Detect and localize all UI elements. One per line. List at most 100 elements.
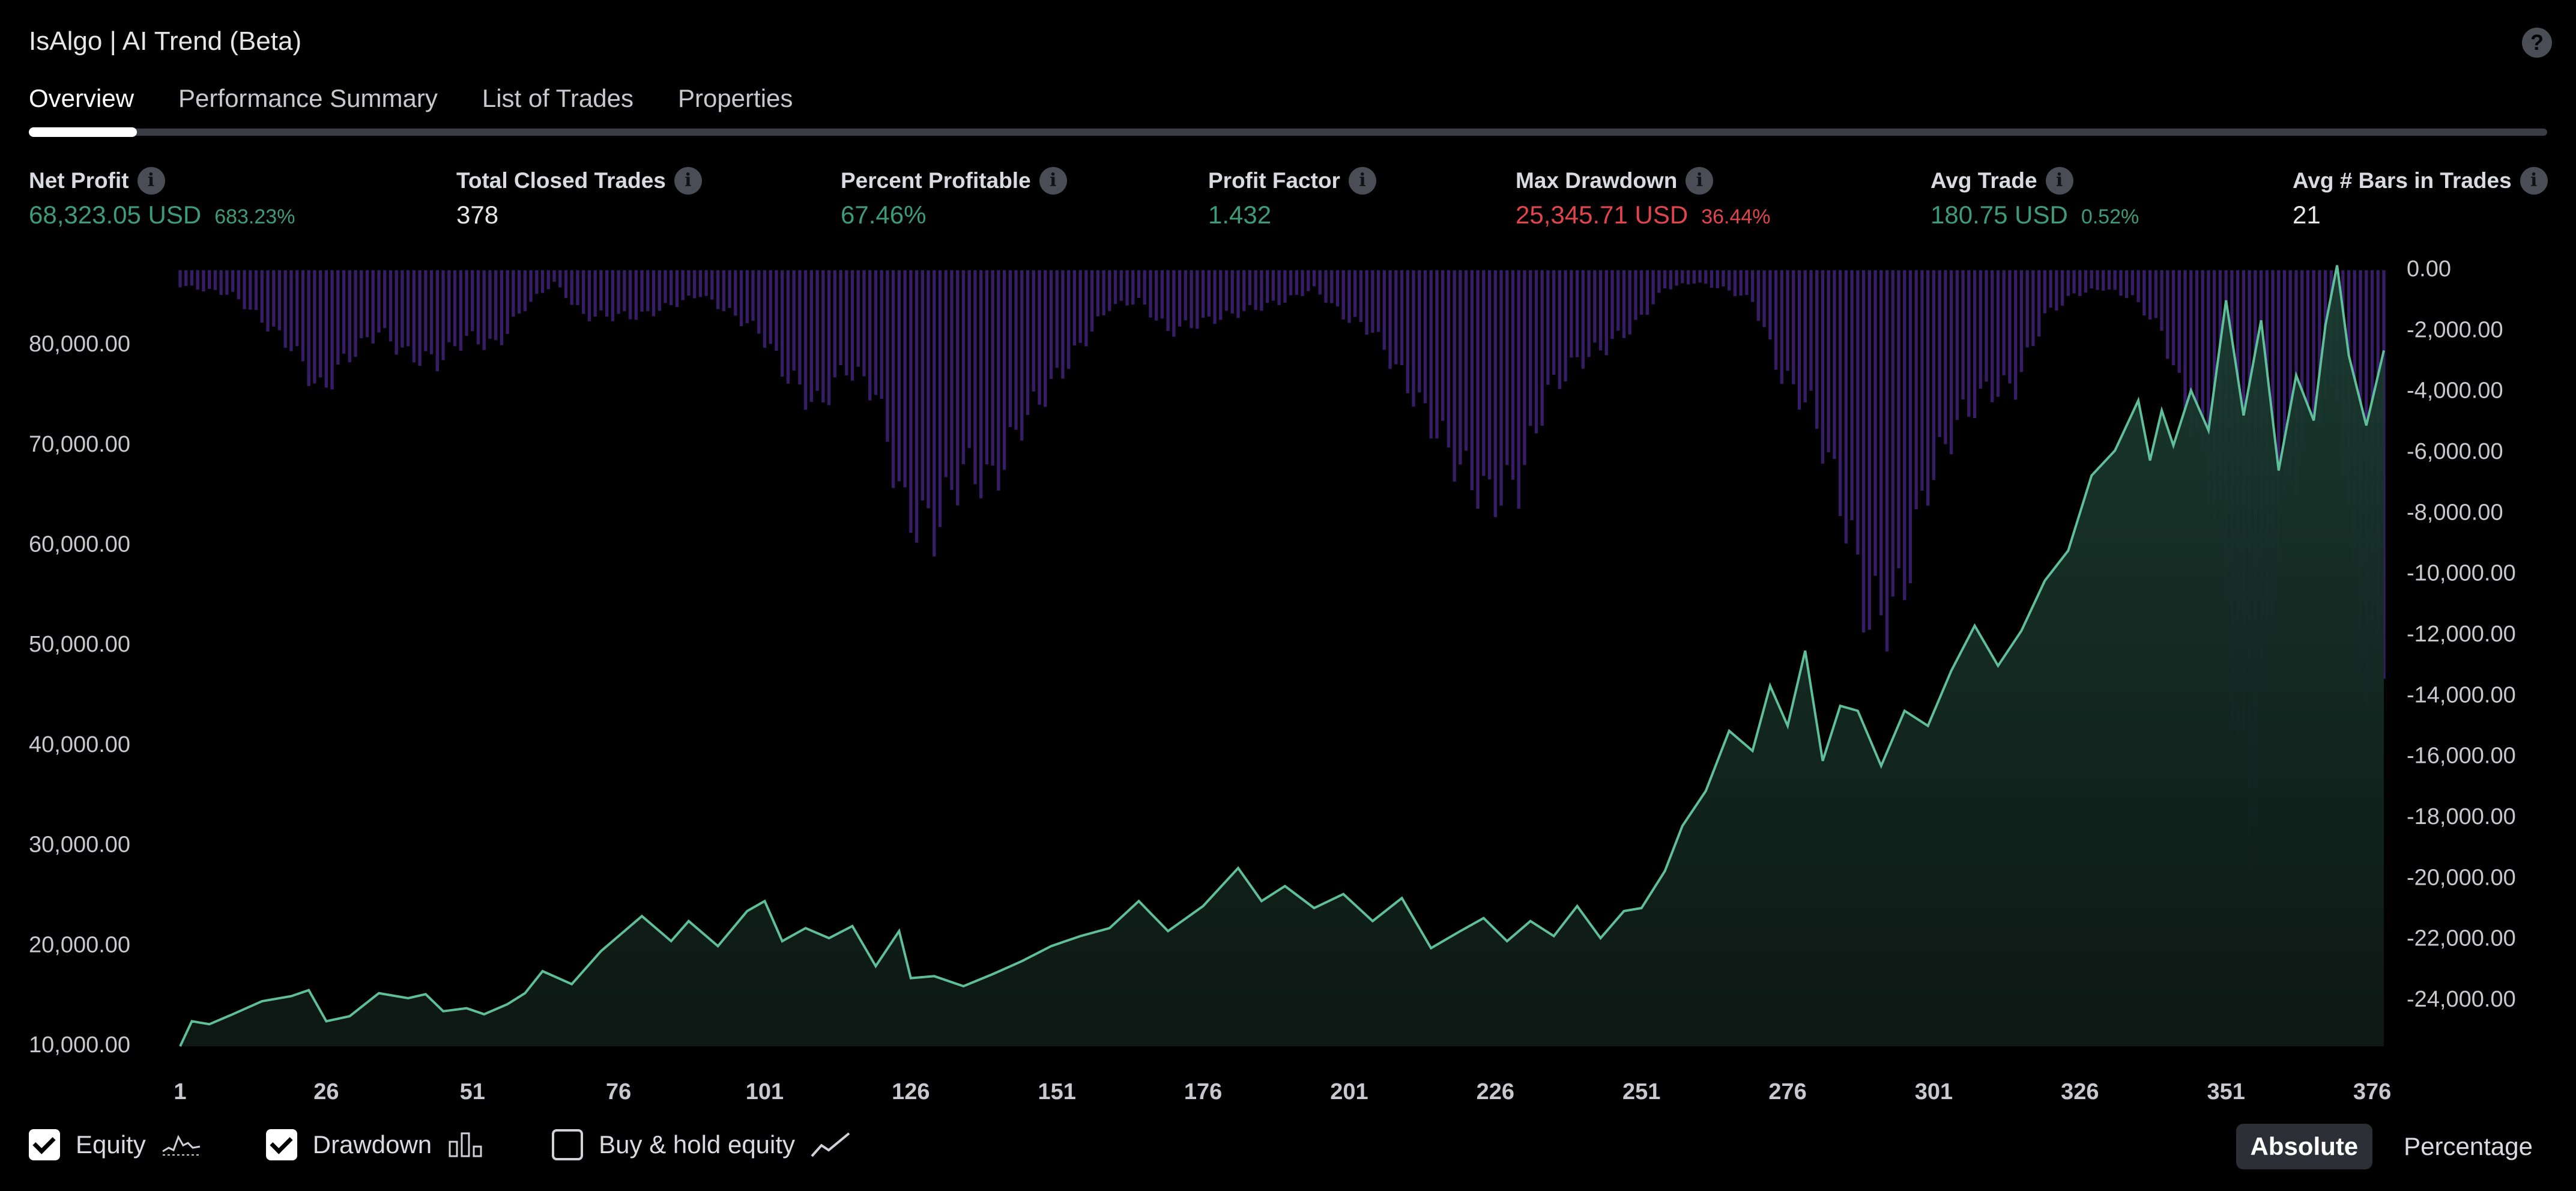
info-icon[interactable]: i — [674, 167, 702, 195]
drawdown-bar — [249, 270, 252, 310]
legend-label: Equity — [76, 1130, 146, 1159]
equity-drawdown-chart[interactable]: 80,000.00 70,000.00 60,000.00 50,000.00 40,0… — [0, 258, 2576, 1117]
drawdown-bar — [2142, 270, 2146, 316]
tick-label: 351 — [2207, 1079, 2245, 1105]
drawdown-bar — [611, 270, 615, 321]
drawdown-bar — [1295, 270, 1299, 295]
drawdown-bar — [2102, 270, 2105, 291]
tick-label: -2,000.00 — [2407, 317, 2503, 342]
drawdown-bar — [716, 270, 720, 309]
drawdown-bar — [1529, 270, 1532, 426]
drawdown-bar — [1873, 270, 1877, 576]
drawdown-bar — [482, 270, 486, 350]
drawdown-bar — [1985, 270, 1988, 382]
tab-overview[interactable]: Overview — [29, 84, 135, 112]
drawdown-bar — [1505, 270, 1509, 465]
drawdown-bar — [1155, 270, 1158, 321]
drawdown-bar — [938, 270, 942, 527]
info-icon[interactable]: i — [1348, 167, 1376, 195]
drawdown-bar — [184, 270, 188, 286]
drawdown-bar — [582, 270, 585, 314]
drawdown-bar — [1961, 270, 1965, 400]
drawdown-bar — [1552, 270, 1556, 375]
drawdown-bar — [1307, 270, 1310, 291]
drawdown-bar — [2090, 270, 2093, 289]
drawdown-bar — [728, 270, 731, 308]
drawdown-bar — [1131, 270, 1135, 305]
drawdown-bar — [1330, 270, 1334, 303]
drawdown-bar — [1277, 270, 1281, 306]
metric-percent-profitable: Percent Profitable i 67.46% — [841, 167, 1067, 229]
drawdown-bar — [1470, 270, 1474, 491]
drawdown-bar — [2130, 270, 2135, 295]
drawdown-bar — [944, 270, 948, 477]
legend-buy-hold[interactable]: Buy & hold equity — [552, 1129, 851, 1160]
info-icon[interactable]: i — [2045, 167, 2073, 195]
drawdown-bar — [2306, 270, 2310, 404]
tick-label: 0.00 — [2407, 258, 2451, 282]
right-axis: 0.00 -2,000.00 -4,000.00 -6,000.00 -8,000.00… — [2407, 258, 2516, 1012]
info-icon[interactable]: i — [2520, 167, 2548, 195]
tick-label: 226 — [1477, 1079, 1514, 1105]
equity-checkbox[interactable] — [29, 1129, 60, 1160]
drawdown-bar — [1184, 270, 1188, 321]
drawdown-bar — [365, 270, 369, 338]
info-icon[interactable]: i — [137, 167, 165, 195]
tab-list-of-trades[interactable]: List of Trades — [482, 84, 633, 112]
drawdown-bar — [915, 270, 919, 543]
legend-drawdown[interactable]: Drawdown — [265, 1129, 488, 1160]
metric-label: Max Drawdown — [1516, 168, 1678, 193]
drawdown-bar — [803, 270, 808, 410]
drawdown-bar — [552, 270, 556, 282]
metric-label: Avg Trade — [1930, 168, 2037, 193]
drawdown-bar — [2201, 270, 2204, 450]
drawdown-bar — [769, 270, 772, 344]
drawdown-bar — [500, 270, 504, 345]
drawdown-bar — [1260, 270, 1263, 311]
metric-value: 25,345.71 USD — [1516, 201, 1689, 229]
drawdown-bar — [2154, 270, 2158, 318]
drawdown-bar — [1388, 270, 1392, 369]
legend-equity[interactable]: Equity — [29, 1129, 202, 1160]
drawdown-bar — [1575, 270, 1579, 357]
help-icon[interactable]: ? — [2522, 28, 2552, 58]
tick-label: -8,000.00 — [2407, 500, 2503, 525]
info-icon[interactable]: i — [1686, 167, 1714, 195]
drawdown-bar — [1944, 270, 1947, 444]
drawdown-bar — [1376, 270, 1380, 332]
drawdown-checkbox[interactable] — [265, 1129, 297, 1160]
metric-avg-bars: Avg # Bars in Trades i 21 — [2293, 167, 2548, 229]
drawdown-bar — [1166, 270, 1170, 332]
drawdown-bar — [2183, 270, 2187, 411]
tab-properties[interactable]: Properties — [677, 84, 793, 112]
drawdown-bar — [1780, 270, 1783, 384]
percentage-button[interactable]: Percentage — [2404, 1132, 2533, 1160]
tick-label: -4,000.00 — [2407, 378, 2503, 404]
drawdown-bar — [558, 270, 562, 288]
drawdown-bar — [2148, 270, 2152, 320]
drawdown-bar — [1441, 270, 1445, 421]
drawdown-bar — [447, 270, 451, 342]
drawdown-bar — [1756, 270, 1761, 321]
tab-performance-summary[interactable]: Performance Summary — [178, 84, 438, 112]
drawdown-bar — [313, 270, 316, 384]
drawdown-bar — [1032, 270, 1035, 392]
drawdown-bar — [342, 270, 346, 354]
drawdown-bar — [1949, 270, 1953, 455]
buy-hold-checkbox[interactable] — [552, 1129, 584, 1160]
drawdown-bar — [2002, 270, 2006, 375]
drawdown-bar — [1728, 270, 1731, 291]
drawdown-bar — [1102, 270, 1105, 316]
drawdown-bar — [383, 270, 387, 329]
absolute-button[interactable]: Absolute — [2236, 1124, 2373, 1169]
drawdown-bar — [1312, 270, 1316, 286]
drawdown-bar — [1002, 270, 1006, 470]
drawdown-bar — [1517, 270, 1520, 509]
drawdown-bar — [956, 270, 960, 506]
legend-label: Buy & hold equity — [599, 1130, 796, 1159]
drawdown-bar — [670, 270, 673, 306]
info-icon[interactable]: i — [1039, 167, 1067, 195]
tick-label: 51 — [460, 1079, 485, 1105]
drawdown-bar — [1207, 270, 1211, 317]
drawdown-bar — [1435, 270, 1439, 439]
